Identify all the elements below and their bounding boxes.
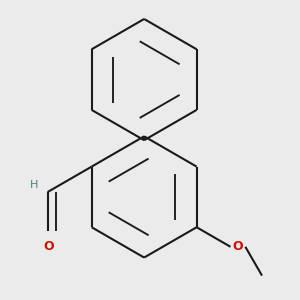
Text: H: H <box>29 180 38 190</box>
Text: O: O <box>43 240 54 253</box>
Text: O: O <box>233 240 244 253</box>
